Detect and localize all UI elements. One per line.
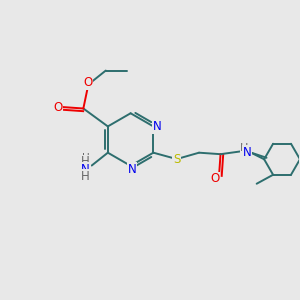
- Text: O: O: [211, 172, 220, 185]
- Text: H: H: [80, 170, 89, 183]
- Text: O: O: [83, 76, 92, 89]
- Text: H
N
H: H N H: [82, 152, 90, 186]
- Text: N: N: [153, 120, 162, 133]
- Text: S: S: [173, 153, 180, 166]
- Text: N: N: [243, 146, 252, 159]
- Text: N: N: [128, 163, 136, 176]
- Text: N: N: [80, 163, 89, 176]
- Text: H: H: [80, 155, 89, 168]
- Text: H: H: [240, 143, 249, 153]
- Text: O: O: [54, 100, 63, 113]
